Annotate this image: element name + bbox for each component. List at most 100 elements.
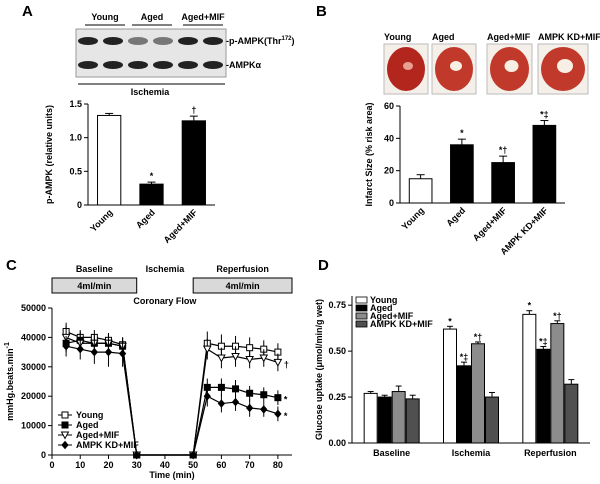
bar bbox=[97, 114, 122, 206]
image-label: AMPK KD+MIF bbox=[538, 32, 600, 42]
data-point bbox=[231, 397, 240, 407]
data-point bbox=[217, 399, 226, 408]
bar bbox=[408, 178, 433, 204]
data-point bbox=[133, 450, 141, 460]
data-point bbox=[260, 405, 268, 414]
x-tick-label: 60 bbox=[216, 460, 226, 470]
blot-band bbox=[153, 61, 173, 69]
x-tick-label: 50 bbox=[188, 460, 198, 470]
legend-label: AMPK KD+MIF bbox=[76, 440, 139, 450]
y-tick-label: 1.5 bbox=[69, 99, 82, 109]
y-tick-label: 60 bbox=[384, 101, 394, 111]
protocol-box bbox=[51, 277, 138, 294]
y-tick-label: 30000 bbox=[21, 362, 46, 372]
bar bbox=[139, 183, 164, 206]
blot bbox=[75, 28, 227, 78]
y-tick-label: 0 bbox=[77, 200, 82, 210]
y-tick-label: 40 bbox=[384, 133, 394, 143]
data-point bbox=[259, 354, 269, 363]
heart-cavity bbox=[403, 62, 413, 70]
annotation: *‡ bbox=[540, 110, 549, 120]
bar bbox=[443, 328, 457, 444]
y-tick-label: 0.5 bbox=[69, 166, 82, 176]
x-tick-label: Young bbox=[88, 207, 114, 233]
x-tick-label: Baseline bbox=[373, 448, 410, 458]
y-tick-label: 10000 bbox=[21, 421, 46, 431]
phase-label: Ischemia bbox=[146, 264, 186, 274]
y-axis-label-superscript: -1 bbox=[4, 342, 11, 348]
legend-label: Aged bbox=[370, 303, 393, 313]
blot-band bbox=[128, 37, 148, 45]
legend-label: Young bbox=[76, 410, 103, 420]
annotation: *‡ bbox=[460, 352, 469, 362]
y-tick-label: 0 bbox=[389, 198, 394, 208]
x-tick-label: 0 bbox=[49, 460, 54, 470]
x-tick-label: Aged bbox=[134, 207, 157, 230]
panel-letter: C bbox=[6, 257, 17, 274]
y-tick-label: 50000 bbox=[21, 303, 46, 313]
blot-band bbox=[178, 61, 198, 69]
data-point bbox=[203, 391, 211, 401]
blot-column-label: Aged bbox=[141, 12, 164, 22]
blot-column-label: Aged+MIF bbox=[181, 12, 225, 22]
bar bbox=[181, 120, 206, 206]
y-tick-label: 0 bbox=[41, 450, 46, 460]
y-tick-label: 0.50 bbox=[328, 346, 346, 356]
bar bbox=[457, 365, 471, 444]
x-tick-label: 10 bbox=[75, 460, 85, 470]
bar bbox=[564, 383, 579, 444]
blot-band bbox=[78, 37, 98, 45]
x-tick-label: 20 bbox=[103, 460, 113, 470]
blot-band bbox=[178, 37, 198, 45]
data-point bbox=[231, 353, 240, 362]
blot-band bbox=[203, 37, 223, 45]
data-point bbox=[104, 347, 113, 357]
phase-label: Reperfusion bbox=[216, 264, 269, 274]
blot-band bbox=[128, 61, 148, 69]
annotation: *† bbox=[499, 145, 508, 155]
x-tick-label: Aged+MIF bbox=[471, 205, 509, 243]
bar bbox=[532, 124, 557, 204]
annotation: *† bbox=[474, 332, 483, 342]
image-label: Aged bbox=[432, 32, 455, 42]
blot-band bbox=[103, 61, 123, 69]
panel-letter: B bbox=[316, 3, 327, 20]
blot-condition: Ischemia bbox=[131, 87, 171, 97]
bar bbox=[536, 348, 551, 444]
x-axis-label: Time (min) bbox=[149, 470, 194, 480]
data-point bbox=[273, 358, 283, 367]
x-tick-label: Young bbox=[400, 205, 426, 231]
legend-label: Young bbox=[370, 295, 397, 305]
bar bbox=[485, 396, 499, 444]
data-point bbox=[274, 409, 282, 419]
y-tick-label: 0.75 bbox=[328, 300, 346, 310]
heart-cavity bbox=[504, 60, 519, 72]
bar bbox=[550, 323, 565, 444]
data-point bbox=[189, 450, 197, 460]
data-point bbox=[274, 394, 282, 402]
blot-column-label: Young bbox=[91, 12, 118, 22]
data-point bbox=[118, 349, 127, 358]
blot-band bbox=[153, 37, 173, 45]
y-tick-label: 1.0 bbox=[69, 133, 82, 143]
y-axis-label-part: mmHg.beats.min bbox=[5, 348, 15, 421]
blot-row-label-part: -p-AMPK(Thr bbox=[226, 36, 282, 46]
bar bbox=[377, 396, 392, 444]
y-tick-label: 20000 bbox=[21, 391, 46, 401]
legend-label: Aged+MIF bbox=[370, 311, 414, 321]
x-tick-label: Aged bbox=[444, 205, 467, 228]
blot-row-label-part: ) bbox=[292, 36, 295, 46]
y-tick-label: 0.25 bbox=[328, 392, 346, 402]
y-axis-label: p-AMPK (relative units) bbox=[44, 105, 54, 204]
x-tick-label: 70 bbox=[245, 460, 255, 470]
data-point bbox=[202, 345, 212, 354]
annotation: * bbox=[284, 395, 288, 405]
image-label: Aged+MIF bbox=[487, 32, 531, 42]
y-tick-label: 0.00 bbox=[328, 438, 346, 448]
annotation: * bbox=[528, 301, 532, 311]
panel-letter: D bbox=[318, 257, 329, 274]
y-axis-label: Infarct Size (% risk area) bbox=[364, 102, 374, 206]
bar bbox=[471, 343, 485, 444]
x-tick-label: Aged+MIF bbox=[162, 207, 200, 245]
